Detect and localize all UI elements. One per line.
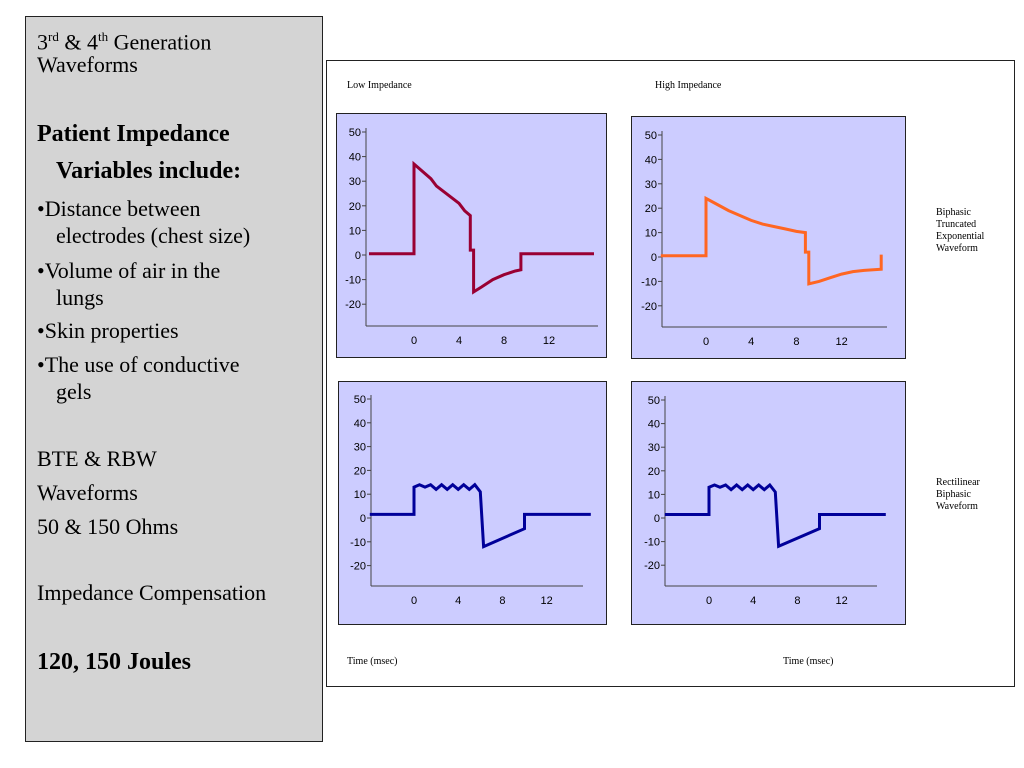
sidebar-title-line-2: Waveforms: [37, 52, 138, 77]
btew-label: Biphasic Truncated Exponential Waveform: [936, 207, 984, 255]
x-tick-label: 0: [703, 336, 709, 348]
bullet-4-line-2: gels: [56, 379, 92, 404]
y-tick-label: 40: [645, 154, 657, 166]
y-tick-label: -20: [345, 299, 361, 311]
y-tick-label: 30: [648, 442, 660, 454]
y-tick-label: 20: [648, 466, 660, 478]
btew-label-line-1: Biphasic: [936, 207, 971, 218]
waveform-line: [369, 482, 591, 549]
bullet-1-line-1: •Distance between: [37, 196, 201, 221]
y-tick-label: 0: [355, 250, 361, 262]
x-tick-label: 4: [750, 595, 756, 607]
y-tick-label: 30: [349, 176, 361, 188]
sidebar-title-line-1: 3rd & 4th Generation: [37, 29, 212, 55]
bullet-2-line-1: •Volume of air in the: [37, 258, 221, 283]
chart-high-impedance-rbw: 50 40 30 20 10 0 -10 -20 0 4 8 12: [631, 381, 906, 625]
y-tick-label: 40: [354, 418, 366, 430]
x-tick-label: 8: [499, 595, 505, 607]
y-tick-label: 0: [360, 513, 366, 525]
x-tick-label: 12: [543, 335, 555, 347]
plot-background: [631, 116, 906, 359]
y-tick-label: 0: [654, 513, 660, 525]
time-label-left: Time (msec): [347, 656, 398, 667]
x-tick-label: 12: [835, 336, 847, 348]
bullet-3-line-1: •Skin properties: [37, 318, 179, 343]
bullet-4-line-1: •The use of conductive: [37, 352, 240, 377]
x-tick-label: 4: [455, 595, 461, 607]
x-tick-label: 4: [456, 335, 462, 347]
y-tick-label: 50: [354, 394, 366, 406]
x-tick-label: 0: [411, 595, 417, 607]
y-tick-label: 10: [648, 489, 660, 501]
y-tick-label: -10: [350, 537, 366, 549]
heading-line-1: Patient Impedance: [37, 121, 230, 147]
chart-low-impedance-rbw: 50 40 30 20 10 0 -10 -20 0 4 8 12: [338, 381, 607, 625]
y-tick-label: 0: [651, 252, 657, 264]
high-impedance-label: High Impedance: [655, 80, 722, 91]
heading-line-2: Variables include:: [56, 158, 242, 184]
rbw-label-line-2: Biphasic: [936, 489, 971, 500]
y-tick-label: -20: [644, 560, 660, 572]
bte-line-3: 50 & 150 Ohms: [37, 514, 179, 539]
y-tick-label: 20: [349, 201, 361, 213]
y-tick-label: 20: [645, 203, 657, 215]
y-tick-label: -20: [350, 561, 366, 573]
y-tick-label: -20: [641, 301, 657, 313]
x-tick-label: 0: [706, 595, 712, 607]
x-tick-label: 12: [540, 595, 552, 607]
y-tick-label: 50: [349, 127, 361, 139]
y-tick-label: -10: [644, 537, 660, 549]
time-label-right: Time (msec): [783, 656, 834, 667]
chart-high-impedance-btew: 50 40 30 20 10 0 -10 -20 0 4 8 12: [631, 116, 906, 359]
y-tick-label: 30: [354, 442, 366, 454]
rbw-label-line-1: Rectilinear: [936, 477, 980, 488]
y-tick-label: 10: [645, 228, 657, 240]
x-tick-label: 8: [501, 335, 507, 347]
y-tick-label: 20: [354, 465, 366, 477]
bullet-1-line-2: electrodes (chest size): [56, 223, 251, 248]
x-tick-label: 8: [794, 595, 800, 607]
y-tick-label: 50: [648, 395, 660, 407]
waveform-line: [664, 482, 886, 549]
plot-background: [338, 381, 607, 625]
y-tick-label: 50: [645, 130, 657, 142]
bullet-2-line-2: lungs: [56, 285, 104, 310]
y-tick-label: 40: [349, 152, 361, 164]
y-tick-label: -10: [641, 276, 657, 288]
x-tick-label: 8: [793, 336, 799, 348]
impedance-compensation: Impedance Compensation: [37, 580, 267, 605]
y-tick-label: 40: [648, 419, 660, 431]
y-tick-label: -10: [345, 275, 361, 287]
plot-background: [631, 381, 906, 625]
waveform-line: [369, 160, 594, 295]
bte-line-1: BTE & RBW: [37, 446, 157, 471]
joules-line: 120, 150 Joules: [37, 649, 192, 675]
chart-low-impedance-btew: 50 40 30 20 10 0 -10 -20 0 4 8 12: [336, 113, 607, 358]
rbw-label: Rectilinear Biphasic Waveform: [936, 477, 980, 513]
btew-label-line-4: Waveform: [936, 243, 978, 254]
x-tick-label: 0: [411, 335, 417, 347]
bte-line-2: Waveforms: [37, 480, 138, 505]
low-impedance-label: Low Impedance: [347, 80, 412, 91]
y-tick-label: 10: [354, 489, 366, 501]
sidebar-panel: 3rd & 4th Generation Waveforms Patient I…: [25, 16, 323, 742]
waveform-line: [660, 195, 883, 286]
rbw-label-line-3: Waveform: [936, 501, 978, 512]
btew-label-line-3: Exponential: [936, 231, 985, 242]
btew-label-line-2: Truncated: [936, 219, 977, 230]
y-tick-label: 10: [349, 225, 361, 237]
y-tick-label: 30: [645, 179, 657, 191]
x-tick-label: 12: [835, 595, 847, 607]
x-tick-label: 4: [748, 336, 754, 348]
